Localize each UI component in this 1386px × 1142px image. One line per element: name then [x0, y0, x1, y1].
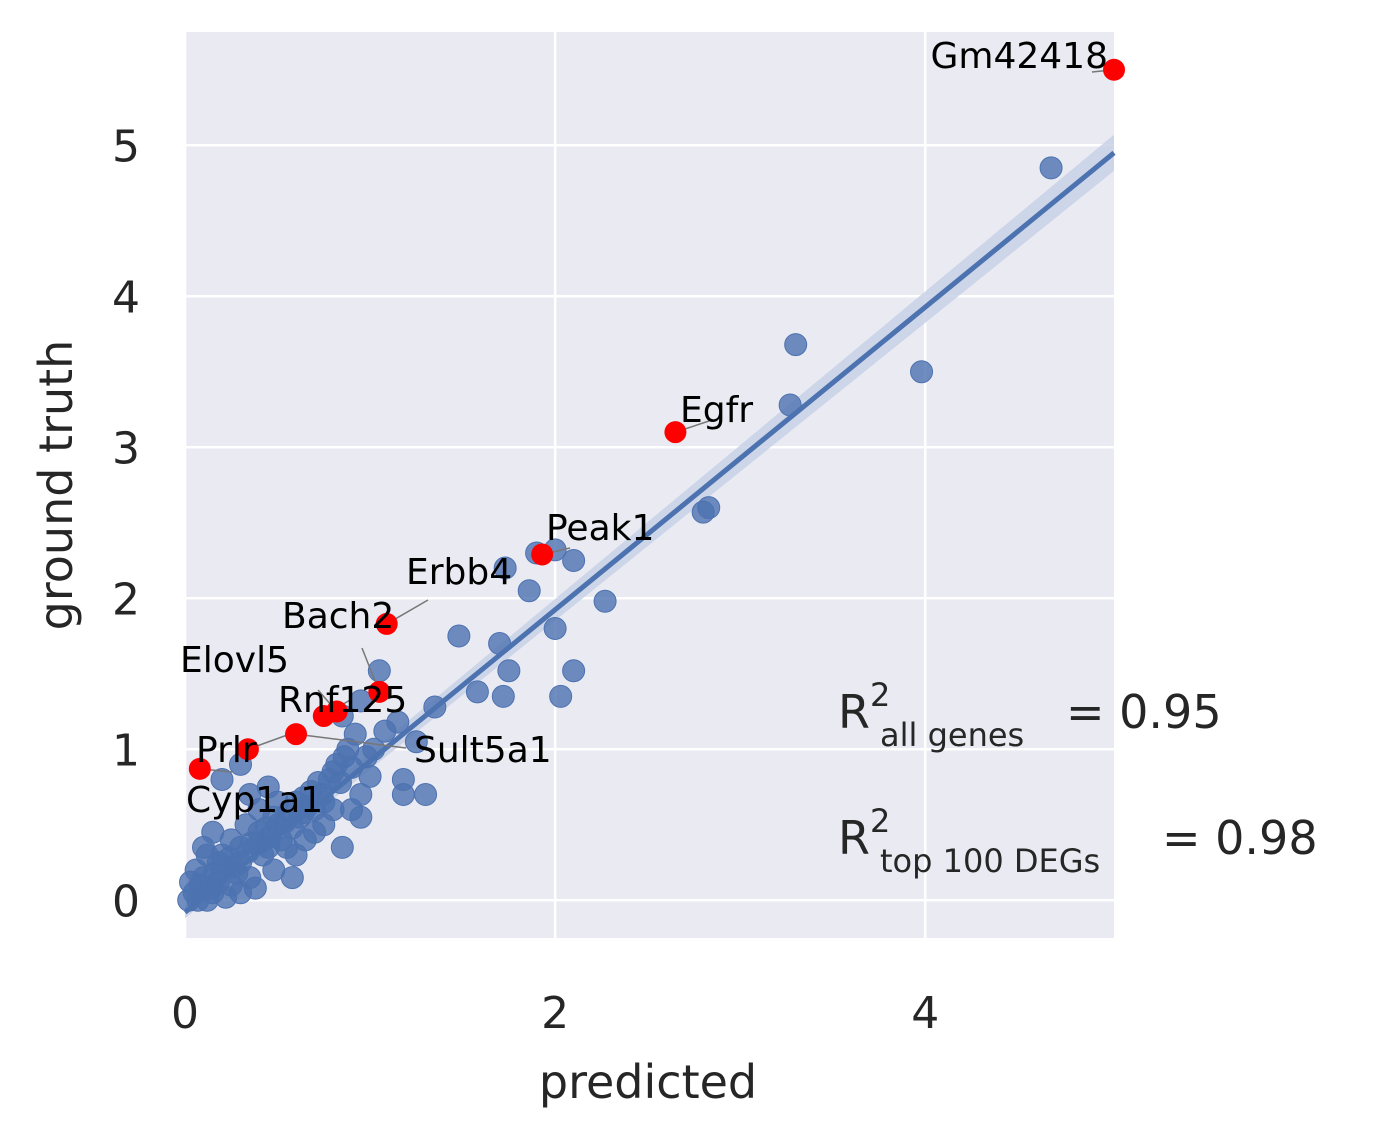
gene-label: Peak1	[546, 508, 654, 549]
data-point	[243, 876, 267, 900]
gene-labels: Gm42418 Egfr Peak1 Erbb4 Bach2Elovl5Rnf125Su…	[180, 36, 1108, 821]
gene-label: Sult5a1	[414, 730, 552, 771]
highlighted-point	[188, 757, 211, 780]
r2-all-symbol: R2	[838, 676, 890, 739]
x-axis-ticks: 0 2 4	[171, 988, 939, 1039]
data-point	[291, 801, 315, 825]
y-axis-label: ground truth	[29, 340, 83, 631]
data-point	[354, 745, 378, 769]
data-point	[497, 659, 521, 683]
highlighted-point	[1103, 58, 1125, 81]
r2-top-value: = 0.98	[1162, 811, 1318, 865]
data-point	[465, 680, 489, 704]
data-point	[328, 770, 352, 794]
data-point	[210, 767, 234, 791]
data-point	[247, 831, 271, 855]
data-point	[493, 556, 517, 580]
r2-all-annotation: R2 all genes = 0.95	[838, 676, 1222, 754]
data-point	[284, 843, 308, 867]
data-point	[332, 745, 356, 769]
highlighted-points	[188, 58, 1125, 780]
data-point	[910, 360, 934, 384]
x-tick-label: 4	[911, 988, 939, 1039]
y-tick-label: 5	[112, 121, 140, 172]
data-point	[691, 500, 715, 524]
data-point	[488, 632, 512, 656]
data-point	[330, 835, 354, 859]
grid-lines	[183, 32, 1114, 938]
data-points	[177, 156, 1063, 912]
y-tick-label: 2	[112, 574, 140, 625]
highlighted-point	[368, 680, 391, 703]
data-point	[491, 684, 515, 708]
data-point	[186, 888, 210, 912]
data-point	[517, 579, 541, 603]
data-point	[1039, 156, 1063, 180]
data-point	[349, 805, 373, 829]
x-tick-label: 0	[171, 988, 199, 1039]
x-tick-label: 2	[541, 988, 569, 1039]
data-point	[543, 616, 567, 640]
data-point	[423, 695, 447, 719]
r2-top-annotation: R2 top 100 DEGs = 0.98	[838, 802, 1318, 880]
y-tick-label: 1	[112, 725, 140, 776]
highlighted-point	[664, 421, 687, 444]
highlighted-point	[375, 612, 398, 635]
y-tick-label: 0	[112, 876, 140, 927]
data-point	[562, 549, 586, 572]
gene-label: Gm42418	[931, 36, 1109, 77]
data-point	[303, 820, 327, 844]
data-point	[593, 589, 617, 613]
data-point	[343, 722, 367, 746]
gene-label: Elovl5	[180, 640, 289, 681]
data-point	[562, 659, 586, 683]
x-axis-label: predicted	[539, 1055, 757, 1109]
data-point	[784, 333, 808, 357]
r2-top-subscript: top 100 DEGs	[880, 842, 1100, 880]
r2-all-value: = 0.95	[1066, 685, 1222, 739]
label-connector	[295, 733, 407, 749]
gene-label: Egfr	[680, 390, 753, 431]
y-tick-label: 3	[112, 423, 140, 474]
y-axis-ticks: 0 1 2 3 4 5	[112, 121, 140, 927]
highlighted-point	[312, 705, 335, 728]
gene-label: Erbb4	[406, 552, 512, 593]
data-point	[262, 858, 286, 882]
highlighted-point	[531, 543, 554, 566]
gene-label: Cyp1a1	[186, 780, 323, 821]
data-point	[404, 730, 428, 754]
y-tick-label: 4	[112, 272, 140, 323]
data-point	[262, 805, 286, 829]
highlighted-point	[285, 723, 308, 746]
data-point	[373, 719, 397, 743]
r2-all-subscript: all genes	[880, 716, 1024, 754]
gene-label: Bach2	[282, 596, 394, 637]
data-point	[549, 684, 573, 708]
data-point	[414, 783, 438, 807]
highlighted-point	[236, 738, 259, 761]
data-point	[310, 783, 334, 807]
data-point	[391, 783, 415, 807]
gene-label: Prlr	[196, 730, 257, 771]
data-point	[447, 624, 471, 648]
gene-label: Rnf125	[278, 680, 407, 721]
data-point	[778, 393, 802, 417]
